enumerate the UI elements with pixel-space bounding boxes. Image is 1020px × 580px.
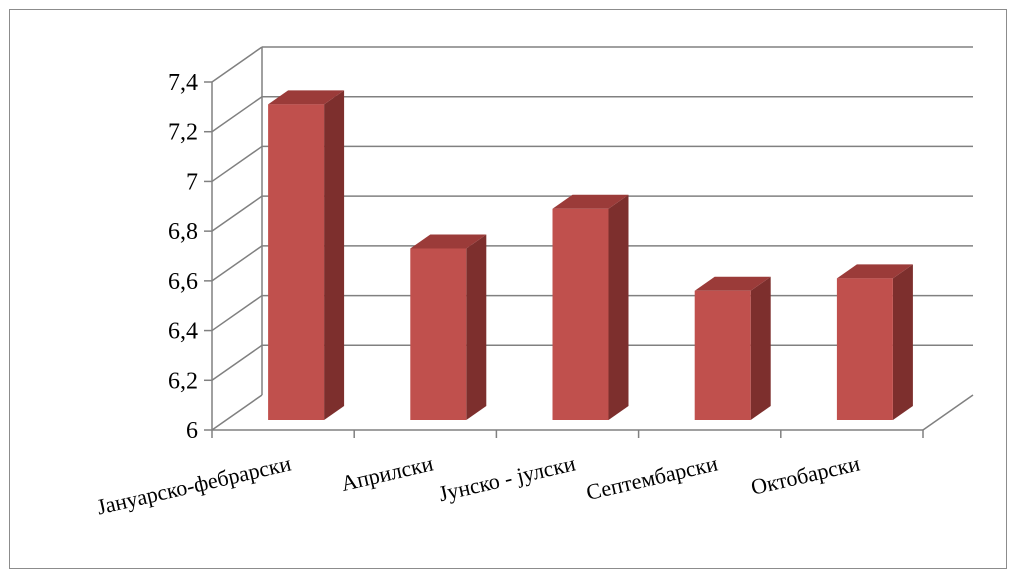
y-tick-label: 6,2	[168, 368, 198, 394]
x-tick-label: Јунско - јулски	[436, 450, 578, 506]
bar-top	[410, 234, 487, 249]
bar	[694, 276, 771, 420]
bar-top	[694, 276, 771, 291]
bar-front	[268, 104, 325, 421]
y-tick-label: 6,8	[168, 219, 198, 245]
x-tick-label: Октобарски	[749, 450, 863, 499]
bar-side	[608, 194, 629, 420]
bars-layer	[268, 90, 913, 421]
chart-frame: 6 6,2 6,4 6,6 6,8 7 7,2 7,4 Јануарско-фебрарски А…	[9, 9, 1007, 569]
gridline-side	[211, 294, 263, 332]
gridline-side	[211, 46, 263, 83]
bar	[552, 194, 629, 420]
bar	[410, 234, 487, 420]
y-tick-label: 7	[186, 169, 198, 195]
bar-side	[324, 90, 345, 421]
bar-top	[836, 264, 913, 279]
bar-front	[552, 208, 609, 420]
x-tick-label: Јануарско-фебрарски	[94, 450, 293, 519]
y-tick-label: 7,2	[168, 120, 198, 146]
bar	[836, 264, 913, 420]
bar	[268, 90, 345, 421]
bar-front	[694, 290, 751, 420]
bar-side	[892, 264, 913, 420]
y-tick-label: 7,4	[168, 70, 198, 96]
gridline-side	[211, 96, 263, 133]
gridline-side	[211, 344, 263, 381]
y-tick-label: 6,4	[168, 319, 198, 345]
x-tick-label: Априлски	[339, 450, 436, 495]
y-tick-label: 6	[186, 418, 198, 444]
y-tick-label: 6,6	[168, 269, 198, 295]
floor-right-edge	[922, 394, 974, 431]
bar-chart: 6 6,2 6,4 6,6 6,8 7 7,2 7,4 Јануарско-фебрарски А…	[94, 46, 974, 520]
gridline-side	[211, 394, 263, 431]
bar-top	[552, 194, 629, 209]
x-tick-label: Септембарски	[584, 450, 720, 505]
bar-front	[836, 278, 893, 420]
gridline-side	[211, 195, 263, 232]
bar-top	[268, 90, 345, 105]
axis-layer	[204, 47, 974, 438]
bar-side	[466, 234, 487, 420]
gridline-side	[211, 245, 263, 282]
bar-side	[750, 276, 771, 420]
gridline-side	[211, 145, 263, 183]
bar-front	[410, 248, 467, 420]
